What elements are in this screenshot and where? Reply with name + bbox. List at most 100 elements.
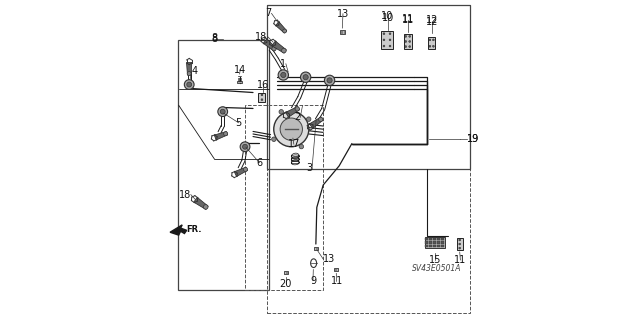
Circle shape <box>271 137 276 142</box>
Circle shape <box>383 45 385 47</box>
Circle shape <box>409 35 411 37</box>
Circle shape <box>383 39 385 41</box>
Bar <box>433 238 436 240</box>
Bar <box>437 238 440 240</box>
Polygon shape <box>234 167 248 176</box>
Text: 11: 11 <box>330 276 342 286</box>
Circle shape <box>459 239 461 241</box>
Circle shape <box>240 142 250 152</box>
Text: 6: 6 <box>257 158 262 168</box>
Circle shape <box>383 33 385 35</box>
Circle shape <box>280 118 303 140</box>
Circle shape <box>429 39 431 41</box>
Circle shape <box>319 117 323 122</box>
Circle shape <box>409 46 411 48</box>
Bar <box>433 245 436 247</box>
Circle shape <box>299 145 303 149</box>
Polygon shape <box>214 131 228 140</box>
Bar <box>429 238 433 240</box>
Text: 7: 7 <box>265 8 271 19</box>
Bar <box>425 238 428 240</box>
Bar <box>429 241 433 244</box>
Bar <box>442 241 444 244</box>
Bar <box>340 30 345 33</box>
Circle shape <box>295 107 300 111</box>
Circle shape <box>218 107 228 116</box>
Bar <box>237 81 242 83</box>
Bar <box>268 5 470 313</box>
Circle shape <box>282 48 286 53</box>
Text: 10: 10 <box>381 13 394 23</box>
Circle shape <box>243 167 248 171</box>
Text: 11: 11 <box>402 15 414 25</box>
Polygon shape <box>285 107 300 117</box>
Circle shape <box>324 75 335 85</box>
Text: 12: 12 <box>426 15 438 25</box>
FancyBboxPatch shape <box>381 31 393 49</box>
Circle shape <box>389 45 391 47</box>
Bar <box>245 105 323 290</box>
Circle shape <box>404 46 406 48</box>
Circle shape <box>187 71 191 76</box>
Text: 10: 10 <box>381 11 393 21</box>
Text: 13: 13 <box>323 254 335 264</box>
Circle shape <box>261 94 263 96</box>
Circle shape <box>300 72 311 82</box>
Bar <box>268 5 470 169</box>
Circle shape <box>389 33 391 35</box>
Circle shape <box>243 144 248 149</box>
Text: 19: 19 <box>467 134 479 144</box>
FancyBboxPatch shape <box>404 34 412 49</box>
Polygon shape <box>275 22 287 33</box>
Bar <box>314 248 318 250</box>
Circle shape <box>389 39 391 41</box>
Circle shape <box>261 99 263 101</box>
Circle shape <box>307 117 311 122</box>
Bar <box>437 241 440 244</box>
Circle shape <box>433 39 435 41</box>
Circle shape <box>327 78 332 83</box>
Polygon shape <box>186 63 192 75</box>
Polygon shape <box>310 117 323 129</box>
Bar <box>429 245 433 247</box>
FancyBboxPatch shape <box>456 238 463 250</box>
FancyBboxPatch shape <box>428 37 435 49</box>
Text: 14: 14 <box>234 64 246 75</box>
Text: 18: 18 <box>179 189 191 200</box>
Circle shape <box>274 112 309 147</box>
Circle shape <box>204 204 208 209</box>
Bar <box>284 271 288 274</box>
Text: 4: 4 <box>192 66 198 76</box>
Circle shape <box>459 243 461 245</box>
Text: 9: 9 <box>310 276 316 286</box>
Text: 15: 15 <box>429 255 441 265</box>
Bar <box>437 245 440 247</box>
Text: FR.: FR. <box>187 225 202 234</box>
Polygon shape <box>272 41 286 53</box>
Circle shape <box>272 47 276 51</box>
Text: 19: 19 <box>467 134 479 144</box>
Circle shape <box>278 70 289 80</box>
Bar <box>425 237 445 248</box>
Text: 1: 1 <box>280 59 286 69</box>
Circle shape <box>220 109 225 114</box>
Text: 11: 11 <box>454 255 467 265</box>
Text: 17: 17 <box>287 139 300 149</box>
Text: 16: 16 <box>257 79 269 90</box>
Text: 12: 12 <box>426 17 438 27</box>
Circle shape <box>303 75 308 80</box>
Bar <box>442 245 444 247</box>
Circle shape <box>409 41 411 42</box>
FancyBboxPatch shape <box>259 93 266 102</box>
Polygon shape <box>170 225 187 235</box>
Text: 18: 18 <box>255 32 268 42</box>
Circle shape <box>187 82 191 87</box>
Bar <box>433 241 436 244</box>
Circle shape <box>279 109 284 114</box>
Polygon shape <box>263 39 276 51</box>
Circle shape <box>184 80 194 89</box>
Bar <box>334 268 339 271</box>
Text: 11: 11 <box>402 14 414 24</box>
Bar <box>442 238 444 240</box>
Circle shape <box>404 35 406 37</box>
